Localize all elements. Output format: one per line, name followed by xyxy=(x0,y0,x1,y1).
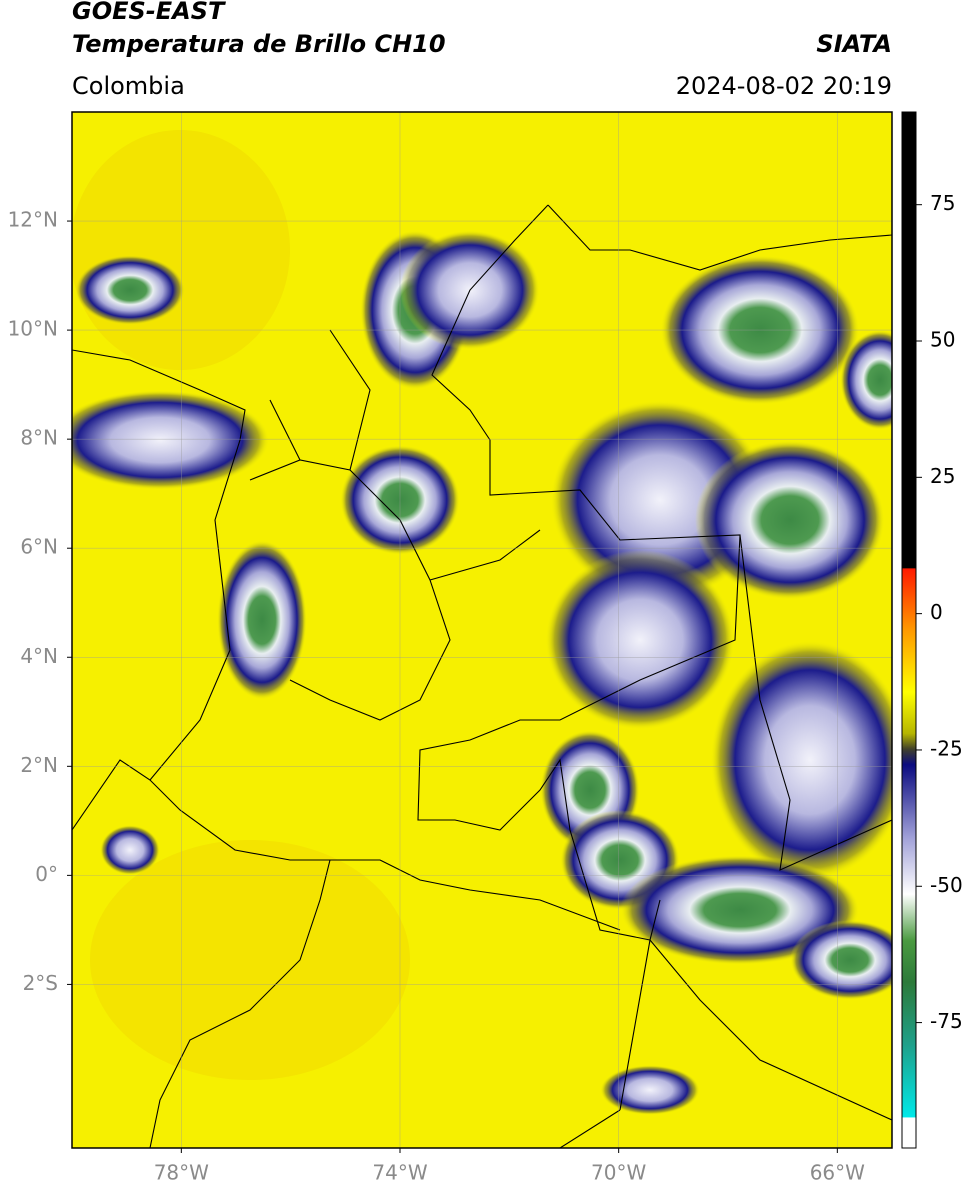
y-tick-label: 6°N xyxy=(20,535,58,559)
subtitle: Temperatura de Brillo CH10 xyxy=(72,30,446,58)
y-tick-label: 12°N xyxy=(8,208,58,232)
colorbar-tick-label: -75 xyxy=(930,1009,963,1033)
title: GOES-EAST xyxy=(72,0,226,25)
x-tick-label: 70°W xyxy=(591,1161,646,1185)
colorbar-tick-label: 0 xyxy=(930,600,943,624)
colorbar-tick-label: -50 xyxy=(930,873,963,897)
datetime: 2024-08-02 20:19 xyxy=(676,72,892,100)
x-tick-label: 66°W xyxy=(810,1161,865,1185)
colorbar-tick-label: -25 xyxy=(930,736,963,760)
x-tick-label: 78°W xyxy=(154,1161,209,1185)
y-tick-label: 10°N xyxy=(8,317,58,341)
x-tick-label: 74°W xyxy=(372,1161,427,1185)
colorbar-tick-label: 25 xyxy=(930,464,955,488)
source: SIATA xyxy=(816,30,892,58)
colorbar xyxy=(901,111,917,1149)
region: Colombia xyxy=(72,72,185,100)
y-tick-label: 4°N xyxy=(20,644,58,668)
y-tick-label: 2°S xyxy=(23,971,58,995)
y-tick-label: 0° xyxy=(35,862,58,886)
map-frame xyxy=(71,111,893,1149)
graticule xyxy=(72,112,892,1148)
y-tick-label: 2°N xyxy=(20,753,58,777)
colorbar-tick-label: 50 xyxy=(930,328,955,352)
map-image xyxy=(72,112,892,1148)
borders xyxy=(72,204,892,1148)
colorbar-tick-label: 75 xyxy=(930,191,955,215)
y-tick-label: 8°N xyxy=(20,426,58,450)
